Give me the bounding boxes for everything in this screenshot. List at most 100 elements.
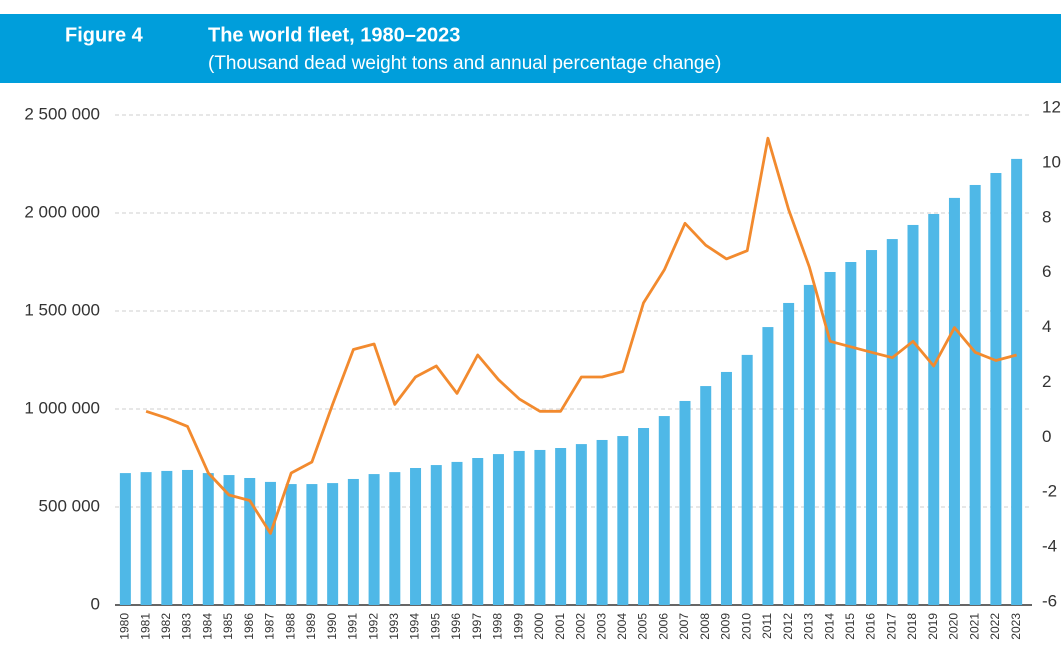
x-tick-label: 2001 [553,613,567,640]
x-tick-label: 1983 [180,613,194,640]
figure-label: Figure 4 [65,24,144,46]
bar [430,465,442,605]
bar [347,478,359,605]
y2-tick-label: 8 [1042,207,1051,226]
y-tick-label: 2 500 000 [24,104,100,123]
x-tick-label: 1986 [242,613,256,640]
bar [803,284,815,605]
bar [720,371,732,605]
bar [658,416,670,605]
x-tick-label: 2012 [781,613,795,640]
bar [679,400,691,605]
bar [824,271,836,605]
bar [389,472,401,605]
x-tick-label: 2005 [636,613,650,640]
bar [741,354,753,605]
x-tick-label: 2019 [926,613,940,640]
x-tick-label: 1989 [304,613,318,640]
y2-tick-label: -4 [1042,537,1057,556]
y-tick-label: 500 000 [39,496,100,515]
y2-tick-label: -2 [1042,482,1057,501]
line [145,136,1017,535]
x-tick-label: 2007 [677,613,691,640]
bar [534,449,546,605]
bar [451,461,463,605]
x-tick-label: 2015 [843,613,857,640]
y-tick-label: 0 [91,594,100,613]
x-tick-label: 2011 [760,613,774,639]
chart-subtitle: (Thousand dead weight tons and annual pe… [208,53,721,74]
y-tick-label: 1 000 000 [24,398,100,417]
x-tick-label: 1990 [325,613,339,640]
y-tick-label: 2 000 000 [24,202,100,221]
x-tick-label: 1985 [221,613,235,640]
bar [264,481,276,605]
x-tick-label: 1998 [491,613,505,640]
bar [886,239,898,605]
bar [161,470,173,605]
y2-tick-label: 12 [1042,97,1061,116]
bar [866,250,878,605]
bar [182,469,194,605]
x-tick-label: 2014 [822,613,836,640]
x-tick-label: 1995 [428,613,442,640]
x-tick-label: 2018 [905,613,919,640]
x-tick-label: 2017 [884,613,898,640]
x-tick-label: 2023 [1009,613,1023,640]
header-band [0,14,1061,83]
bar [285,484,297,605]
x-tick-label: 1980 [118,613,132,640]
bar [244,477,256,605]
y2-tick-label: 2 [1042,372,1051,391]
bar [575,444,587,605]
x-tick-label: 2009 [719,613,733,640]
x-tick-label: 1991 [346,613,360,640]
bar [492,454,504,605]
x-tick-label: 1996 [449,613,463,640]
x-tick-label: 1999 [511,613,525,640]
bar [638,428,650,605]
x-tick-label: 1997 [470,613,484,640]
bar [596,439,608,605]
bar [306,484,318,605]
bar [368,474,380,605]
bar [948,197,960,605]
bar [223,475,235,605]
chart-title: The world fleet, 1980–2023 [208,24,460,46]
bar [202,473,214,605]
x-tick-label: 1984 [200,613,214,640]
bar [1011,158,1023,606]
bar [700,386,712,605]
x-tick-label: 2006 [656,613,670,640]
x-tick-label: 2000 [532,613,546,640]
bar [410,467,422,605]
bar [513,450,525,605]
x-tick-label: 2004 [615,613,629,640]
x-tick-label: 2022 [988,613,1002,640]
x-tick-label: 2010 [739,613,753,640]
x-tick-label: 2003 [594,613,608,640]
x-tick-label: 2020 [947,613,961,640]
x-tick-label: 1982 [159,613,173,640]
bar [472,458,484,605]
x-tick-label: 2021 [967,613,981,640]
bar [555,448,567,605]
bar [907,224,919,605]
x-tick-label: 1981 [138,613,152,640]
x-tick-label: 1988 [283,613,297,640]
y2-tick-label: 6 [1042,262,1051,281]
bar [327,483,339,605]
bar [928,213,940,606]
x-tick-label: 2013 [802,613,816,640]
y2-tick-label: 4 [1042,317,1051,336]
x-tick-label: 1992 [366,613,380,640]
bar [762,327,774,605]
x-tick-label: 1994 [408,613,422,640]
bar [783,302,795,605]
y-tick-label: 1 500 000 [24,300,100,319]
y2-tick-label: 0 [1042,427,1051,446]
x-tick-label: 2016 [864,613,878,640]
bar [140,472,152,605]
bar [119,473,131,605]
